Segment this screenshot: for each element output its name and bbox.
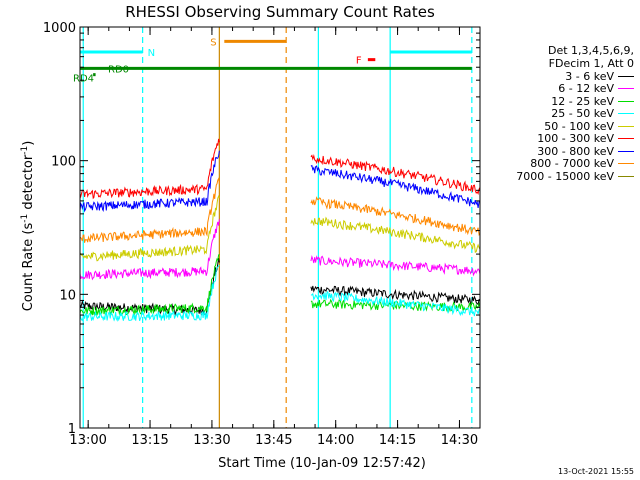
legend-item: 25 - 50 keV: [482, 107, 634, 121]
legend-label: 800 - 7000 keV: [530, 157, 614, 171]
y-axis-label-prefix: Count Rate (s: [21, 223, 36, 312]
series-line-5-part-0: [79, 138, 220, 200]
series-line-7-part-0: [79, 177, 220, 243]
legend-item: 100 - 300 keV: [482, 132, 634, 146]
series-line-2-part-0: [79, 253, 220, 316]
legend-swatch: [618, 88, 634, 90]
series-line-7-part-1: [310, 196, 481, 236]
legend-label: 7000 - 15000 keV: [516, 169, 614, 183]
y-tick-label-0: 1: [68, 422, 76, 437]
legend-swatch: [618, 113, 634, 115]
legend-swatch: [618, 150, 634, 152]
x-tick-label-5: 14:15: [379, 433, 416, 448]
x-tick-label-0: 13:00: [69, 433, 106, 448]
y-tick-label-3: 1000: [43, 21, 76, 36]
flag-rd4-label: RD4: [73, 74, 94, 85]
x-tick-label-4: 14:00: [317, 433, 354, 448]
series-line-4-part-0: [79, 194, 220, 262]
legend: Det 1,3,4,5,6,9, FDecim 1, Att 0 3 - 6 k…: [482, 44, 634, 183]
flag-s-label: S: [210, 37, 216, 48]
x-tick-label-3: 13:45: [255, 433, 292, 448]
series-line-3-part-1: [310, 290, 481, 317]
x-tick-label-2: 13:30: [193, 433, 230, 448]
legend-swatch: [618, 138, 634, 140]
flag-n-label: N: [148, 48, 155, 59]
y-axis-label-suffix: detector: [21, 154, 36, 214]
legend-swatch: [618, 125, 634, 127]
legend-label: 25 - 50 keV: [551, 107, 614, 121]
legend-item: 3 - 6 keV: [482, 70, 634, 83]
flag-rd0-label: RD0: [108, 64, 129, 75]
series-line-6-part-1: [310, 164, 481, 208]
legend-label: 300 - 800 keV: [537, 144, 614, 158]
legend-label: 100 - 300 keV: [537, 132, 614, 146]
legend-item: 800 - 7000 keV: [482, 157, 634, 171]
legend-item: 6 - 12 keV: [482, 82, 634, 96]
legend-item: 7000 - 15000 keV: [482, 170, 634, 183]
series-line-5-part-1: [310, 153, 481, 195]
legend-item: 50 - 100 keV: [482, 120, 634, 133]
legend-swatch: [618, 175, 634, 177]
series-line-1-part-1: [310, 255, 481, 277]
x-tick-label-1: 13:15: [131, 433, 168, 448]
series-line-6-part-0: [79, 150, 220, 213]
legend-label: 6 - 12 keV: [558, 82, 614, 96]
chart-title: RHESSI Observing Summary Count Rates: [125, 3, 435, 21]
series-line-4-part-1: [310, 216, 481, 254]
y-axis-label: Count Rate (s-1 detector-1): [20, 141, 36, 312]
legend-label: 12 - 25 keV: [551, 94, 614, 108]
legend-header-1: Det 1,3,4,5,6,9,: [547, 44, 634, 57]
legend-label: 3 - 6 keV: [565, 69, 614, 83]
y-axis-label-sup2: -1: [20, 146, 30, 155]
legend-swatch: [618, 75, 634, 77]
series-line-0-part-1: [310, 285, 481, 306]
series-line-1-part-0: [79, 219, 220, 281]
legend-item: 12 - 25 keV: [482, 95, 634, 108]
series-line-2-part-1: [310, 298, 481, 313]
series-line-0-part-0: [79, 258, 220, 316]
plot-frame: [79, 26, 481, 429]
y-axis-label-sup: -1: [20, 214, 30, 223]
y-axis-label-end: ): [21, 141, 36, 146]
series-line-3-part-0: [79, 264, 220, 322]
y-tick-label-1: 10: [59, 288, 76, 303]
legend-item: 300 - 800 keV: [482, 145, 634, 158]
legend-header-2: FDecim 1, Att 0: [548, 57, 634, 70]
x-axis-label: Start Time (10-Jan-09 12:57:42): [218, 456, 426, 471]
legend-swatch: [618, 163, 634, 165]
x-tick-label-6: 14:30: [441, 433, 478, 448]
legend-swatch: [618, 100, 634, 102]
flag-f-label: F: [356, 56, 362, 67]
legend-label: 50 - 100 keV: [544, 119, 614, 133]
y-tick-label-2: 100: [51, 155, 76, 170]
timestamp: 13-Oct-2021 15:55: [558, 467, 634, 476]
